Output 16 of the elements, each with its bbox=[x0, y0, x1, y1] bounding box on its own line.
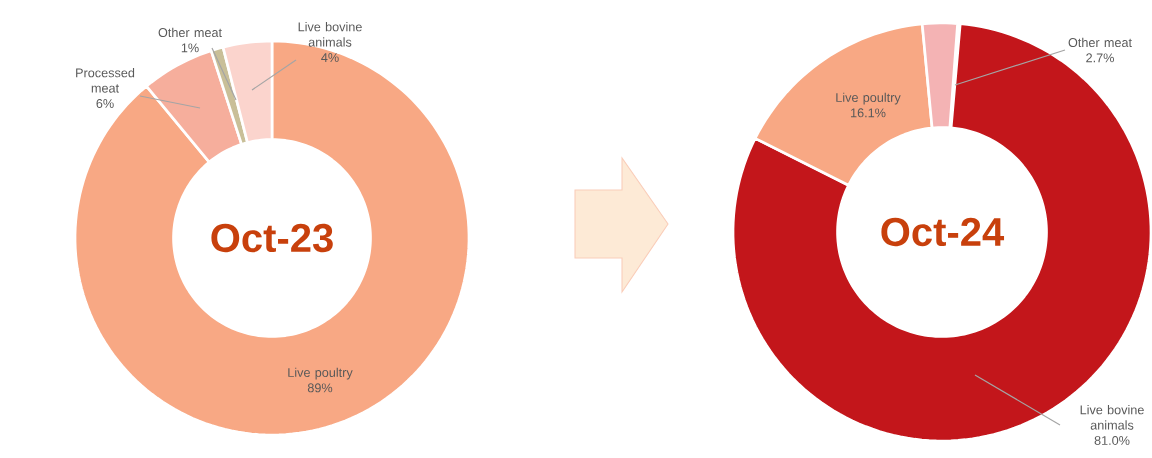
data-label: 2.7% bbox=[1086, 53, 1114, 63]
slice-label: Live poultry bbox=[288, 367, 353, 380]
slice-label: Processed meat bbox=[76, 68, 135, 93]
data-label: 16.1% bbox=[851, 108, 886, 118]
text: Oct-24 bbox=[881, 217, 1005, 247]
slice-label: Live poultry bbox=[836, 92, 901, 105]
data-label: 81.0% bbox=[1094, 436, 1130, 445]
data-label: 1% bbox=[181, 43, 199, 53]
slice-label: Live bovine animals bbox=[1080, 405, 1144, 430]
slice-label: Other meat bbox=[158, 27, 222, 38]
data-label: 89% bbox=[307, 383, 333, 393]
data-label: 6% bbox=[96, 99, 114, 108]
data-label: 4% bbox=[321, 53, 339, 62]
slice-label: Other meat bbox=[1068, 37, 1132, 48]
text: Oct-23 bbox=[211, 223, 333, 253]
slice-label: Live bovine animals bbox=[298, 22, 362, 47]
